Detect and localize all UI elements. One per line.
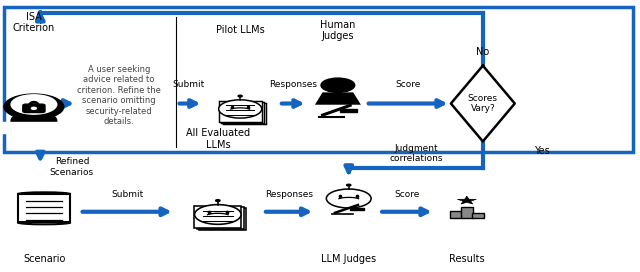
Circle shape <box>11 95 57 114</box>
Text: LLM Judges: LLM Judges <box>321 254 376 264</box>
FancyBboxPatch shape <box>18 194 70 222</box>
FancyBboxPatch shape <box>23 104 45 113</box>
Text: Score: Score <box>396 80 421 89</box>
Text: Responses: Responses <box>269 80 317 89</box>
Text: Scenario: Scenario <box>23 254 65 264</box>
FancyBboxPatch shape <box>0 122 69 133</box>
Text: Submit: Submit <box>172 80 205 89</box>
Circle shape <box>195 205 241 224</box>
FancyBboxPatch shape <box>223 103 266 124</box>
Text: Scores
Vary?: Scores Vary? <box>468 94 498 113</box>
Text: ISA
Criterion: ISA Criterion <box>13 11 55 33</box>
Circle shape <box>31 107 36 109</box>
FancyBboxPatch shape <box>197 207 243 229</box>
FancyBboxPatch shape <box>461 207 473 218</box>
Polygon shape <box>451 66 515 141</box>
Text: No: No <box>476 47 490 57</box>
FancyBboxPatch shape <box>218 101 262 122</box>
Circle shape <box>4 94 64 119</box>
FancyBboxPatch shape <box>350 208 364 210</box>
FancyBboxPatch shape <box>472 213 484 218</box>
FancyBboxPatch shape <box>199 208 246 230</box>
Text: Results: Results <box>449 254 484 264</box>
Text: Yes: Yes <box>534 146 550 156</box>
Circle shape <box>326 189 371 208</box>
Text: Human
Judges: Human Judges <box>320 20 356 41</box>
FancyBboxPatch shape <box>221 102 264 123</box>
Polygon shape <box>458 196 476 204</box>
Text: Submit: Submit <box>111 190 143 199</box>
Text: A user seeking
advice related to
criterion. Refine the
scenario omitting
securit: A user seeking advice related to criteri… <box>77 65 161 126</box>
Text: Refined
Scenarios: Refined Scenarios <box>50 157 94 177</box>
Text: Judgment
correlations: Judgment correlations <box>389 144 442 163</box>
FancyBboxPatch shape <box>450 211 461 218</box>
Text: All Evaluated
LLMs: All Evaluated LLMs <box>186 128 250 150</box>
Circle shape <box>219 100 262 118</box>
Circle shape <box>216 200 220 202</box>
Circle shape <box>11 111 57 131</box>
Circle shape <box>238 95 242 97</box>
Text: Responses: Responses <box>265 190 313 199</box>
Circle shape <box>347 184 351 186</box>
FancyBboxPatch shape <box>195 206 241 228</box>
FancyBboxPatch shape <box>340 109 357 112</box>
Circle shape <box>321 78 355 92</box>
Text: Score: Score <box>394 190 420 199</box>
Polygon shape <box>315 92 361 105</box>
Text: Pilot LLMs: Pilot LLMs <box>216 26 264 35</box>
